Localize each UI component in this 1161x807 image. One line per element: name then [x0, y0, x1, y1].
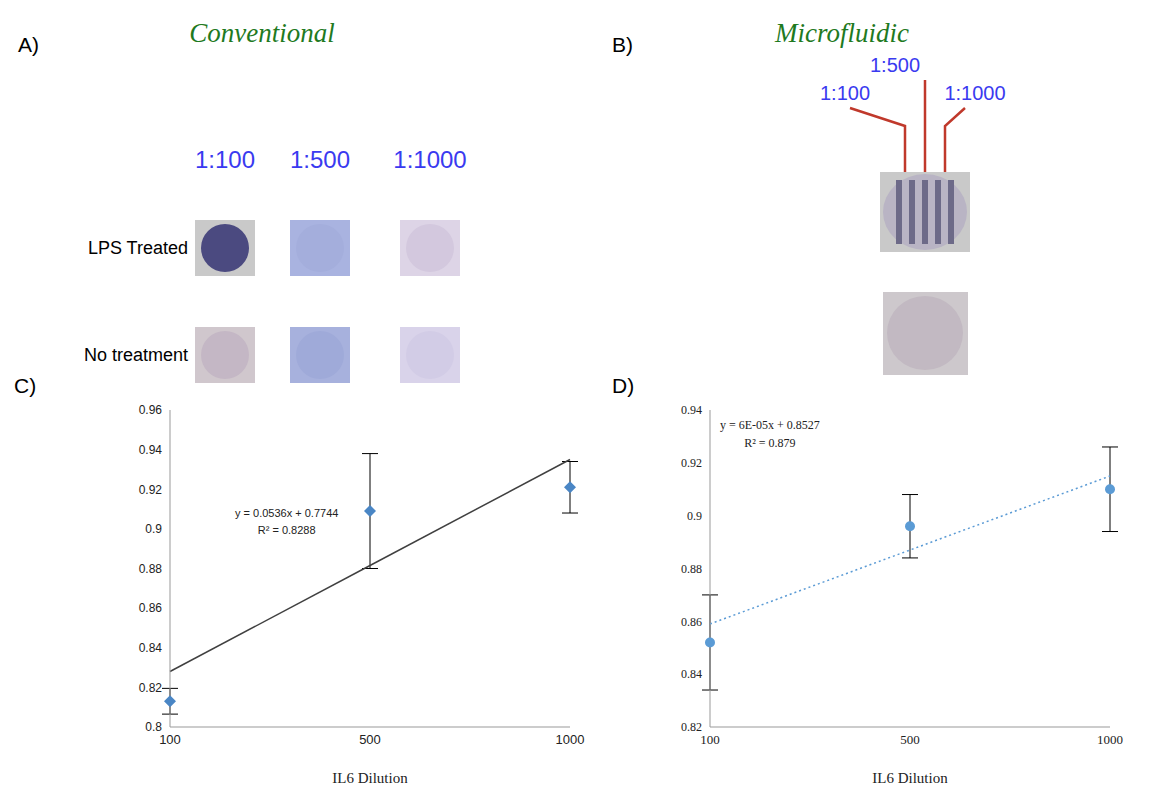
svg-text:0.9: 0.9 [145, 522, 162, 536]
svg-text:0.86: 0.86 [681, 615, 702, 629]
svg-text:A): A) [18, 33, 39, 56]
svg-text:0.8: 0.8 [145, 720, 162, 734]
svg-text:100: 100 [700, 732, 720, 747]
svg-text:Microfluidic: Microfluidic [774, 18, 909, 48]
svg-text:0.88: 0.88 [139, 562, 163, 576]
svg-text:0.9: 0.9 [687, 509, 702, 523]
svg-text:0.94: 0.94 [139, 443, 163, 457]
svg-text:1:1000: 1:1000 [393, 146, 466, 173]
svg-text:0.94: 0.94 [681, 403, 702, 417]
svg-text:1000: 1000 [1097, 732, 1123, 747]
svg-text:No treatment: No treatment [84, 345, 188, 365]
svg-text:1000: 1000 [556, 732, 585, 747]
svg-text:IL6 Dilution: IL6 Dilution [872, 770, 948, 786]
svg-text:LPS Treated: LPS Treated [88, 238, 188, 258]
svg-text:0.96: 0.96 [139, 403, 163, 417]
svg-text:0.82: 0.82 [139, 681, 163, 695]
svg-text:B): B) [612, 33, 633, 56]
svg-text:1:100: 1:100 [820, 82, 870, 104]
svg-text:0.86: 0.86 [139, 601, 163, 615]
svg-text:1:1000: 1:1000 [944, 82, 1005, 104]
html-text:D): D) [612, 374, 635, 397]
svg-text:1:100: 1:100 [195, 146, 255, 173]
html-text:R² = 0.879: R² = 0.879 [744, 436, 796, 450]
svg-text:0.92: 0.92 [681, 456, 702, 470]
html-text:C): C) [14, 374, 37, 397]
html-text:y = 0.0536x + 0.7744: y = 0.0536x + 0.7744 [235, 507, 339, 519]
svg-text:0.92: 0.92 [139, 483, 163, 497]
svg-text:500: 500 [900, 732, 920, 747]
svg-text:100: 100 [159, 732, 181, 747]
svg-text:1:500: 1:500 [290, 146, 350, 173]
html-text:y = 6E-05x + 0.8527: y = 6E-05x + 0.8527 [720, 418, 820, 432]
svg-text:Conventional: Conventional [189, 18, 334, 48]
svg-text:0.84: 0.84 [139, 641, 163, 655]
svg-text:1:500: 1:500 [870, 54, 920, 76]
svg-text:0.82: 0.82 [681, 720, 702, 734]
svg-text:0.88: 0.88 [681, 562, 702, 576]
svg-text:IL6 Dilution: IL6 Dilution [332, 770, 408, 786]
svg-text:500: 500 [359, 732, 381, 747]
html-text:R² = 0.8288: R² = 0.8288 [257, 523, 316, 536]
svg-text:0.84: 0.84 [681, 667, 702, 681]
